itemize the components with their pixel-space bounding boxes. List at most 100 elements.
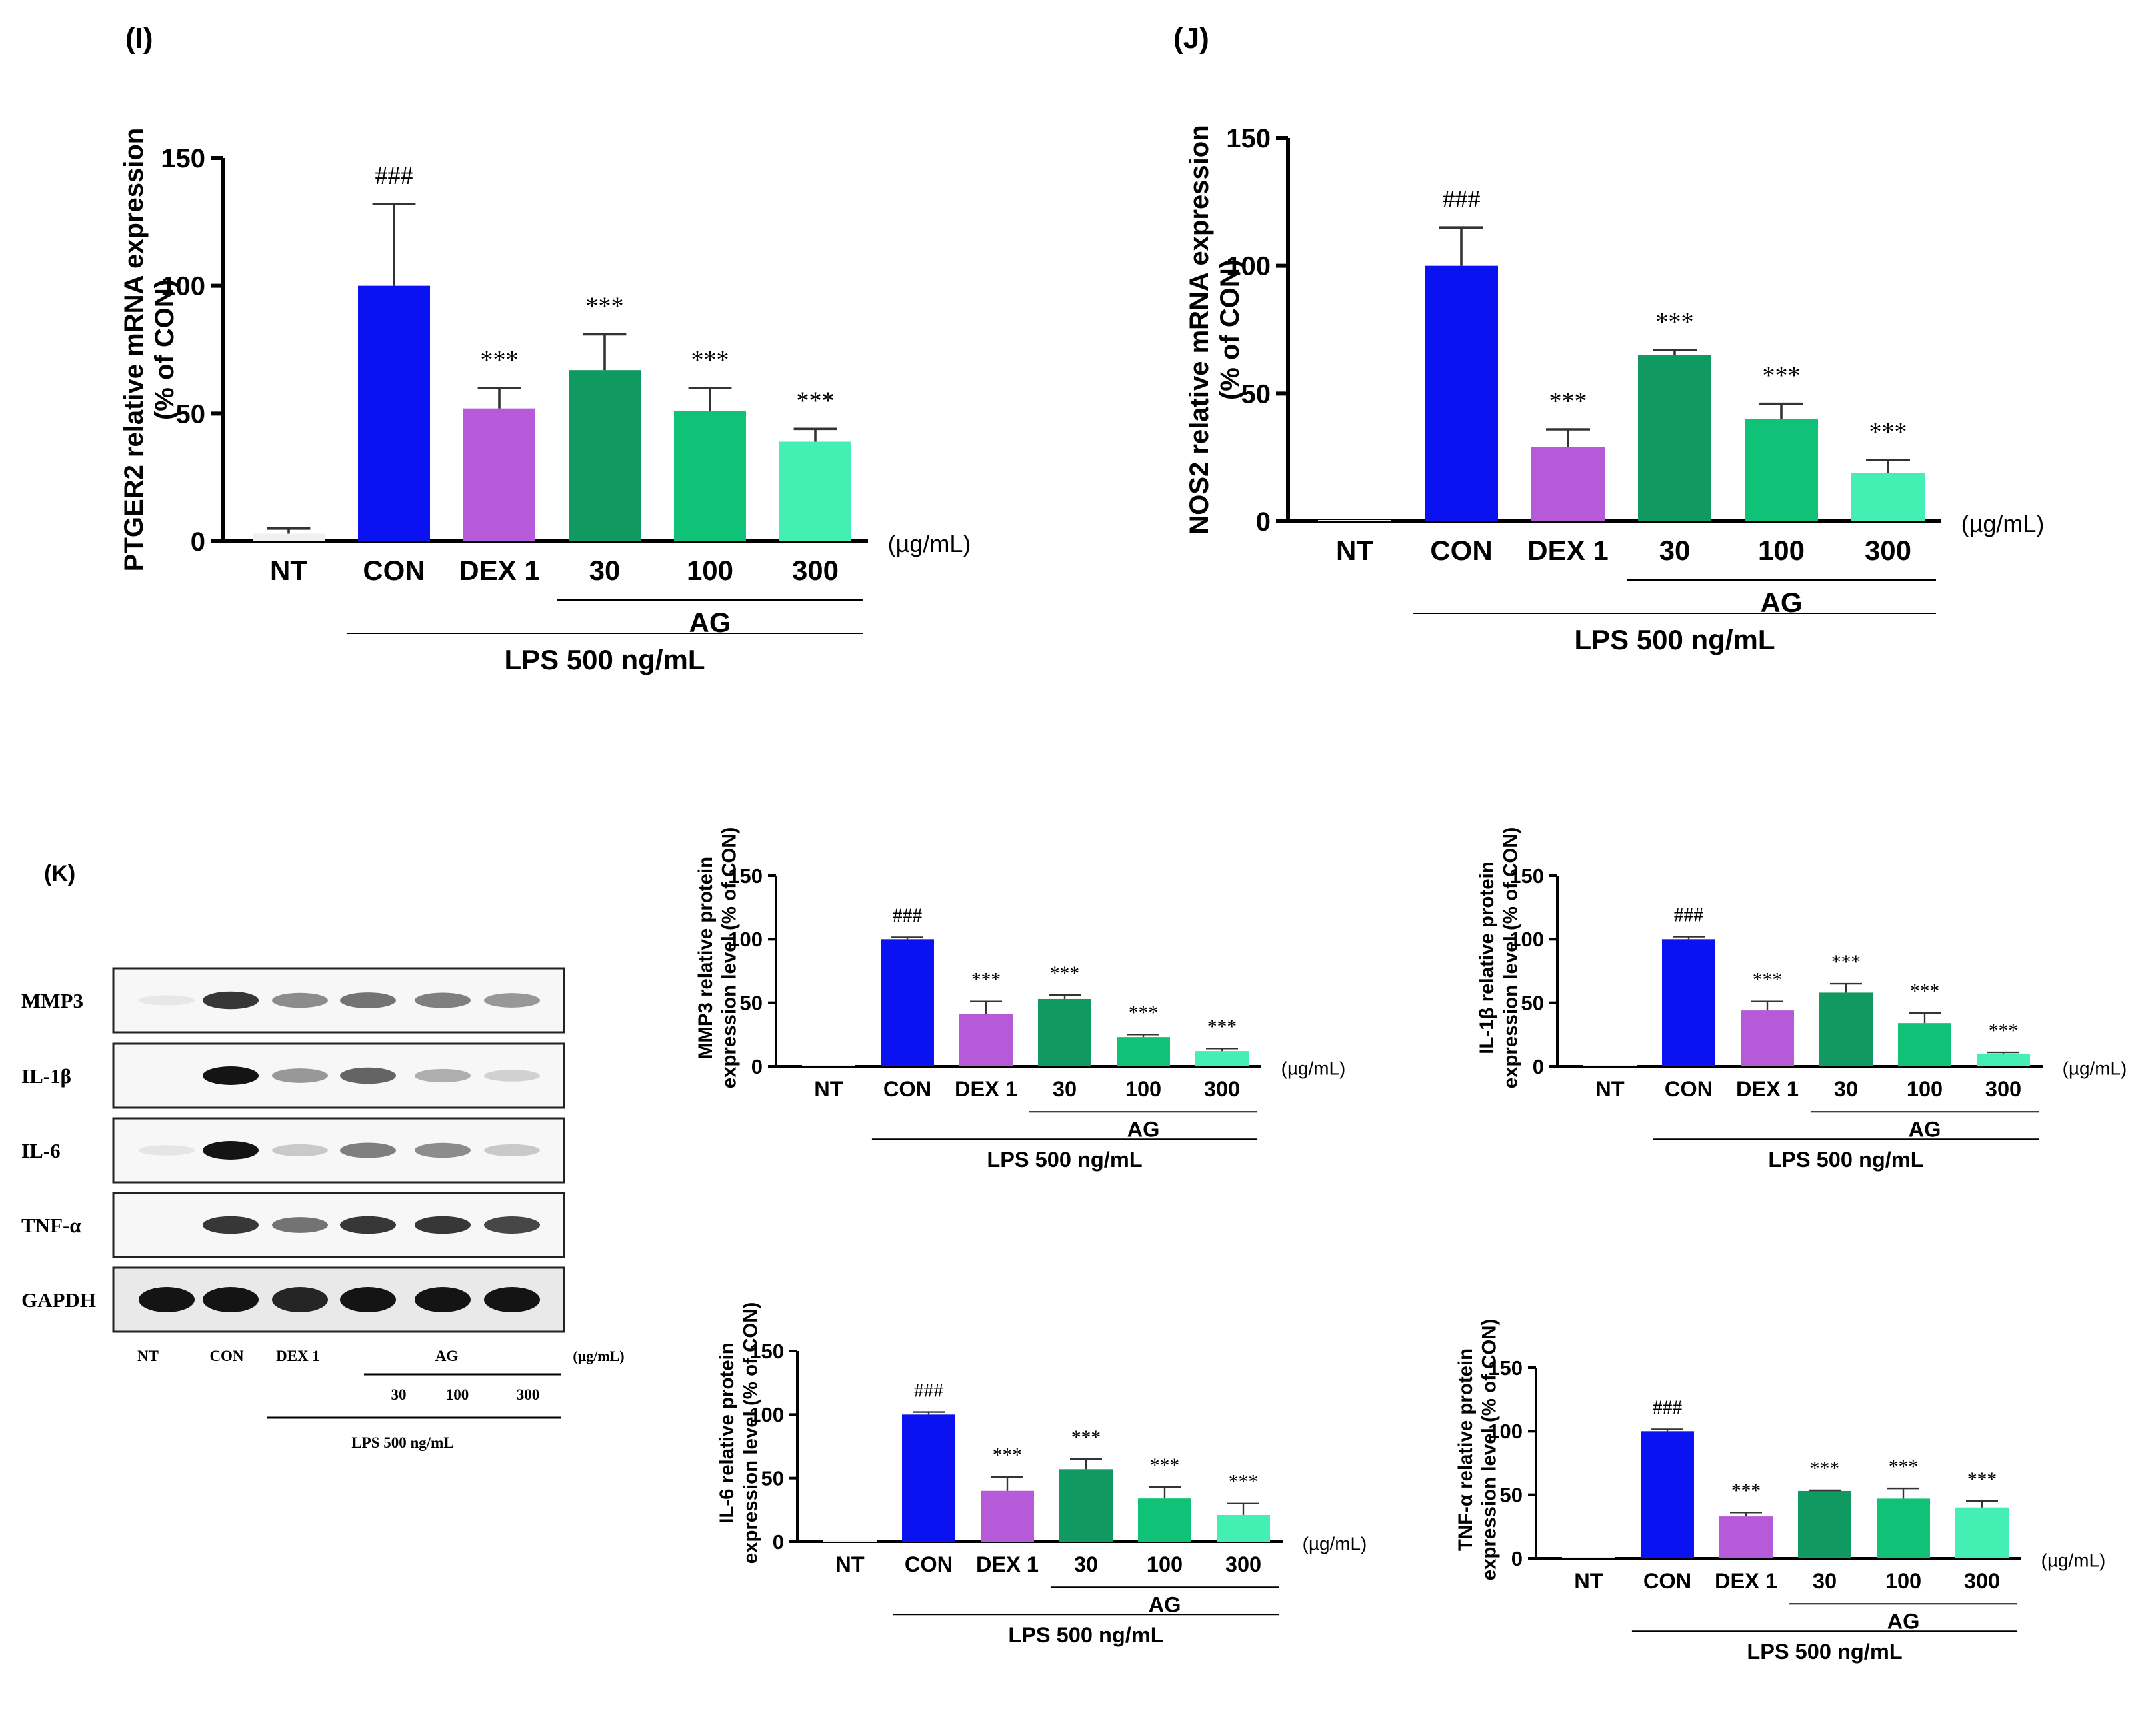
- bar-300: [1217, 1514, 1270, 1542]
- x-tick-label: 300: [792, 555, 839, 586]
- blot-band: [139, 995, 195, 1006]
- blot-lane-label: CON: [209, 1348, 244, 1364]
- y-tick-label: 150: [1488, 1356, 1523, 1380]
- unit-label: (µg/mL): [888, 530, 971, 557]
- western-blot: MMP3 IL-1β IL-6 TNF-α GAPDH NT CON DEX 1 AG (μg/m…: [21, 967, 625, 1451]
- bar-300: [1955, 1507, 2009, 1558]
- blot-band: [203, 991, 259, 1010]
- blot-band: [139, 1287, 195, 1312]
- significance-label: ***: [971, 970, 1001, 991]
- y-tick-label: 0: [1533, 1055, 1544, 1078]
- y-axis-title: IL-6 relative proteinexpression level (%…: [716, 1302, 762, 1564]
- bar-30: [1059, 1469, 1113, 1542]
- significance-label: ***: [691, 346, 729, 374]
- significance-label: ***: [1810, 1458, 1839, 1480]
- unit-label: (µg/mL): [2041, 1550, 2106, 1570]
- x-tick-label: DEX 1: [1527, 535, 1608, 566]
- y-tick-label: 50: [761, 1467, 784, 1490]
- lps-label: LPS 500 ng/mL: [1008, 1623, 1163, 1647]
- blot-band: [484, 1144, 540, 1157]
- blot-lane-label: NT: [137, 1348, 159, 1364]
- y-axis-title-line: (% of CON): [1215, 259, 1245, 400]
- significance-label: ***: [1150, 1455, 1179, 1476]
- x-tick-label: NT: [835, 1552, 865, 1576]
- significance-label: ###: [1653, 1397, 1682, 1418]
- blot-band: [415, 992, 471, 1008]
- blot-band: [484, 1070, 540, 1082]
- significance-label: ###: [1674, 904, 1703, 926]
- panel-label-k: (K): [44, 861, 75, 886]
- bar-dex-1: [959, 1014, 1013, 1066]
- x-tick-label: 100: [687, 555, 733, 586]
- bar-dex-1: [1741, 1010, 1794, 1066]
- x-tick-label: NT: [1574, 1569, 1603, 1593]
- y-axis-title-line: expression level (% of CON): [719, 827, 741, 1089]
- bar-nt: [802, 1065, 855, 1066]
- blot-band: [203, 1216, 259, 1234]
- x-tick-label: 300: [1985, 1077, 2021, 1101]
- ag-label: AG: [1127, 1117, 1160, 1141]
- x-tick-label: NT: [814, 1077, 843, 1101]
- x-tick-label: 100: [1907, 1077, 1943, 1101]
- y-tick-label: 50: [1241, 379, 1271, 409]
- y-tick-label: 150: [728, 864, 763, 888]
- significance-label: ***: [1071, 1427, 1101, 1448]
- unit-label: (µg/mL): [2063, 1058, 2127, 1078]
- significance-label: ***: [1549, 387, 1587, 415]
- x-tick-label: CON: [363, 555, 425, 586]
- significance-label: ***: [1889, 1456, 1918, 1478]
- x-tick-label: DEX 1: [1715, 1569, 1777, 1593]
- significance-label: ***: [586, 293, 624, 321]
- x-tick-label: 100: [1885, 1569, 1921, 1593]
- x-tick-label: CON: [1665, 1077, 1713, 1101]
- x-tick-label: 300: [1225, 1552, 1261, 1576]
- x-tick-label: DEX 1: [459, 555, 539, 586]
- blot-band: [340, 1142, 396, 1158]
- significance-label: ***: [993, 1445, 1022, 1466]
- lps-label: LPS 500 ng/mL: [1747, 1640, 1902, 1664]
- x-tick-label: 30: [1659, 535, 1691, 566]
- significance-label: ***: [1831, 952, 1861, 973]
- bar-con: [358, 285, 430, 541]
- y-tick-label: 0: [191, 527, 205, 557]
- x-tick-label: 100: [1147, 1552, 1183, 1576]
- bar-300: [1195, 1051, 1249, 1066]
- significance-label: ***: [1207, 1016, 1237, 1038]
- y-axis-title-line: PTGER2 relative mRNA expression: [119, 128, 149, 571]
- blot-band: [203, 1141, 259, 1160]
- y-tick-label: 100: [728, 928, 763, 951]
- blot-row-label: MMP3: [21, 989, 83, 1012]
- x-tick-label: CON: [1430, 535, 1492, 566]
- y-tick-label: 0: [751, 1055, 763, 1078]
- y-tick-label: 150: [161, 144, 205, 173]
- ag-label: AG: [1909, 1117, 1941, 1141]
- y-tick-label: 100: [161, 272, 205, 301]
- x-tick-label: 100: [1758, 535, 1805, 566]
- blot-band: [272, 1068, 328, 1083]
- lps-label: LPS 500 ng/mL: [504, 644, 705, 675]
- y-tick-label: 150: [749, 1340, 784, 1363]
- y-axis-title: MMP3 relative proteinexpression level (%…: [695, 827, 741, 1089]
- panel-label-j: (J): [1173, 22, 1209, 55]
- bar-dex-1: [981, 1490, 1034, 1542]
- blot-band: [203, 1066, 259, 1085]
- y-tick-label: 100: [749, 1403, 784, 1426]
- blot-band: [340, 1067, 396, 1084]
- significance-label: ***: [1989, 1020, 2018, 1042]
- y-axis-title-line: NOS2 relative mRNA expression: [1185, 125, 1214, 534]
- bar-nt: [253, 533, 325, 541]
- bar-100: [1117, 1037, 1170, 1066]
- x-tick-label: CON: [883, 1077, 931, 1101]
- ag-label: AG: [1887, 1609, 1920, 1633]
- panel-label-i: (I): [125, 22, 153, 55]
- x-tick-label: CON: [1643, 1569, 1691, 1593]
- bar-nt: [1562, 1557, 1615, 1558]
- x-tick-label: 100: [1125, 1077, 1161, 1101]
- x-tick-label: NT: [1336, 535, 1373, 566]
- x-tick-label: CON: [905, 1552, 953, 1576]
- blot-band: [272, 1144, 328, 1157]
- y-tick-label: 150: [1509, 864, 1544, 888]
- bar-30: [569, 370, 641, 541]
